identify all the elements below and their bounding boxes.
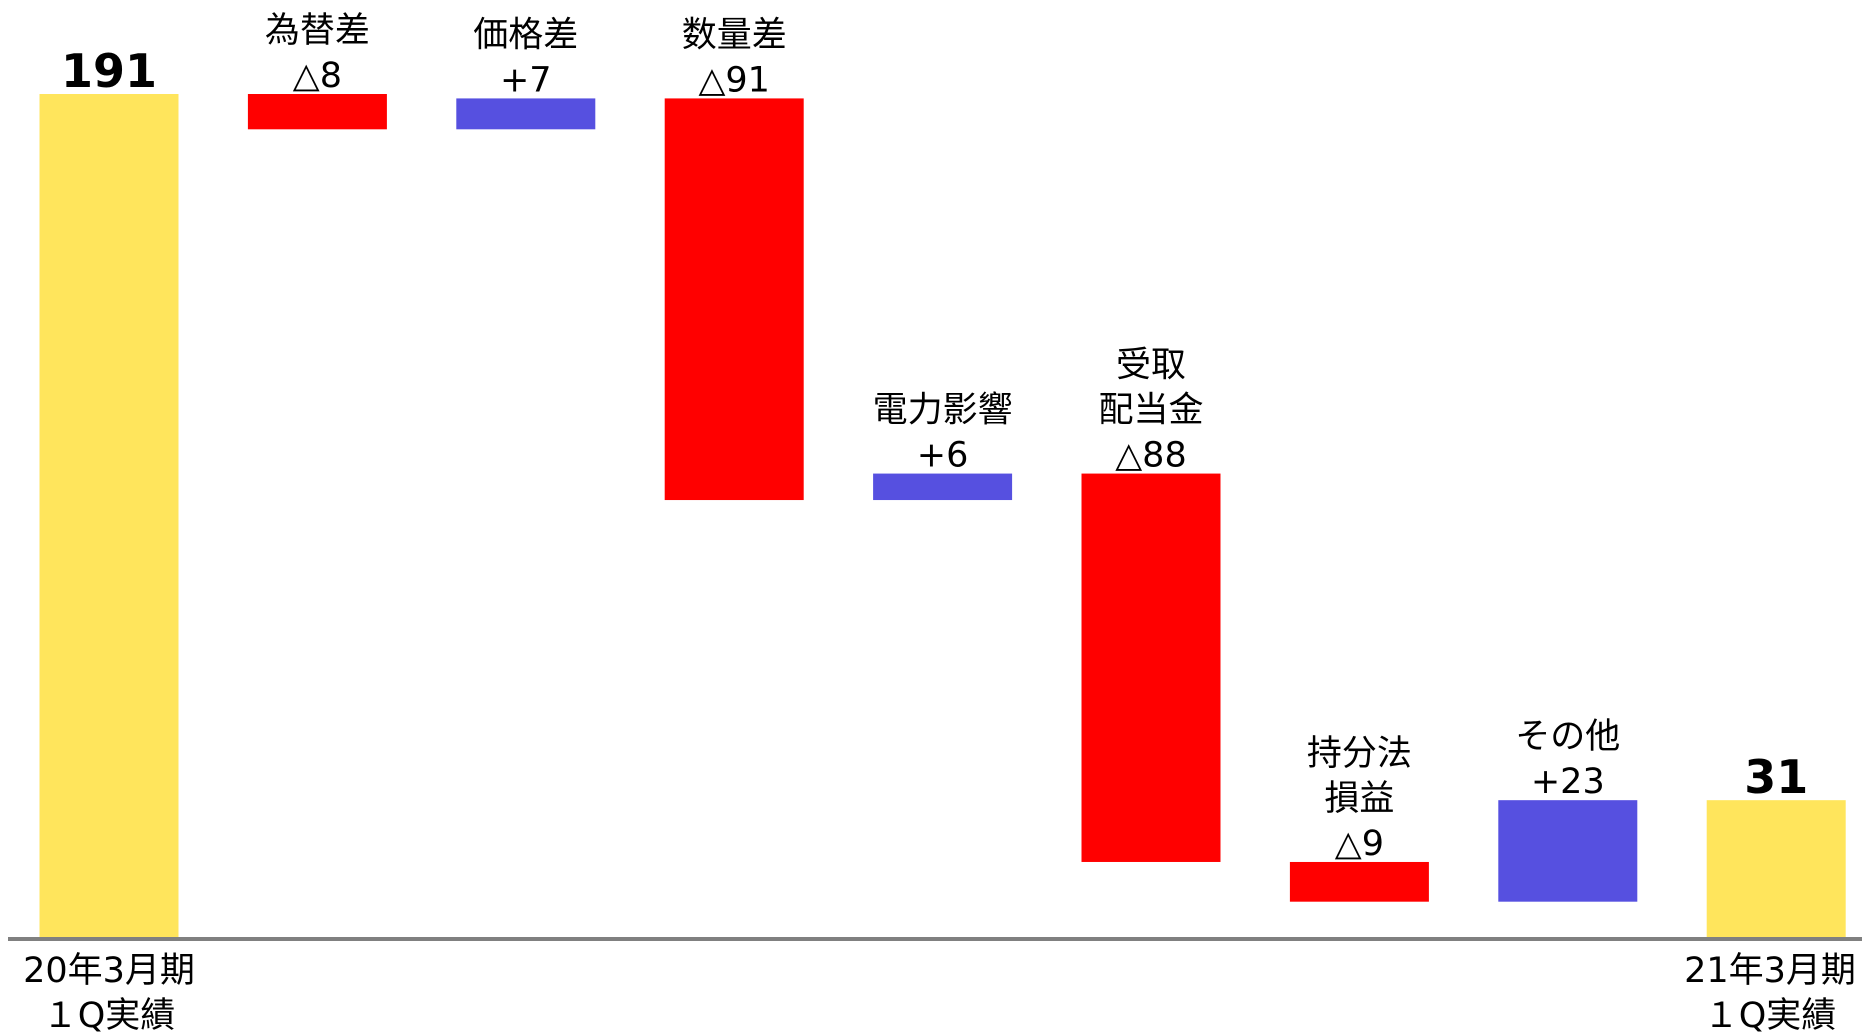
bar (873, 473, 1013, 501)
value-label: +23 (1531, 762, 1605, 802)
bar (664, 98, 804, 501)
category-label: 受取 (1116, 346, 1186, 386)
category-label: 配当金 (1098, 391, 1203, 431)
value-label: +6 (917, 436, 969, 476)
bar (247, 94, 387, 130)
category-label: 20年3月期 (23, 951, 195, 991)
category-label: 持分法 (1307, 734, 1412, 774)
value-label: +7 (500, 60, 552, 100)
category-label: １Q実績 (43, 996, 176, 1034)
category-label: その他 (1515, 717, 1620, 757)
bar (456, 98, 596, 130)
category-label: 数量差 (682, 15, 787, 55)
value-label: 31 (1744, 750, 1808, 804)
value-label: △88 (1115, 436, 1186, 476)
bar (1289, 861, 1429, 902)
bar (1081, 473, 1221, 862)
category-label: 21年3月期 (1684, 951, 1856, 991)
category-label: 為替差 (265, 11, 370, 51)
category-label: １Q実績 (1704, 996, 1837, 1034)
value-label: △8 (293, 56, 342, 96)
category-label: 損益 (1324, 779, 1394, 819)
bar (1498, 800, 1638, 902)
value-label: 191 (61, 44, 157, 98)
category-label: 価格差 (473, 15, 578, 55)
value-label: △9 (1335, 824, 1384, 864)
bar (1706, 800, 1846, 937)
value-label: △91 (698, 60, 769, 100)
category-label: 電力影響 (873, 391, 1013, 431)
bar (39, 94, 179, 937)
